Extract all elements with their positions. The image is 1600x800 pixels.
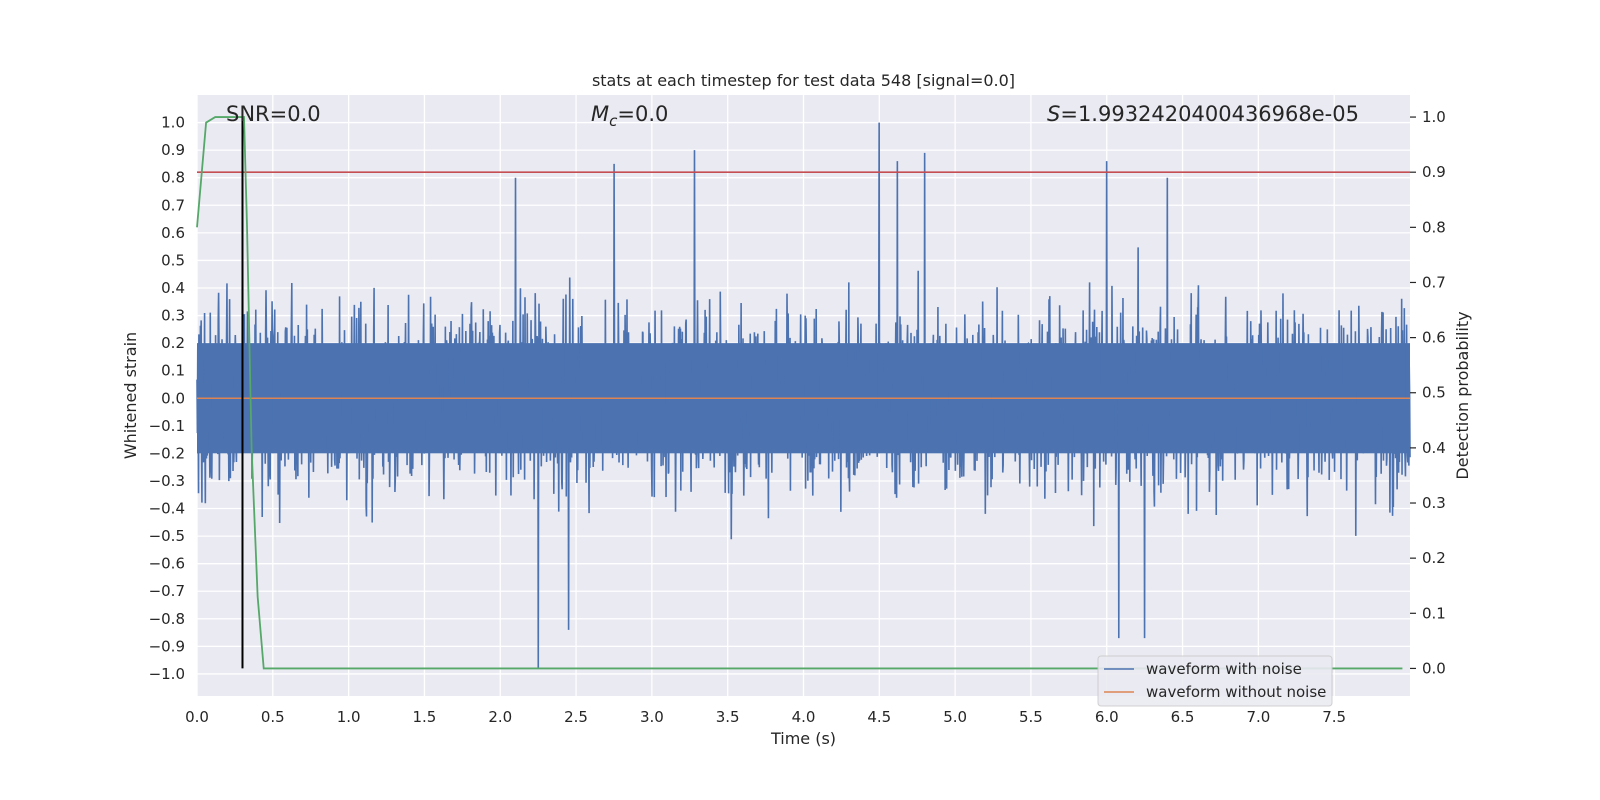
y-right-tick-label: 0.5 [1422,384,1446,402]
y-left-tick-label: 0.2 [161,334,185,352]
y-left-tick-label: −0.8 [149,610,185,628]
y-left-tick-label: −0.2 [149,444,185,462]
annotation-chirp-mass: Mc=0.0 [591,102,668,130]
x-tick-label: 0.5 [261,708,285,726]
mc-symbol: M [591,102,609,126]
annotation-s: S=1.9932420400436968e-05 [1047,102,1359,126]
y-right-tick-label: 0.3 [1422,494,1446,512]
s-symbol: S [1047,102,1060,126]
x-axis-label: Time (s) [770,729,836,748]
x-tick-label: 1.5 [413,708,437,726]
annotation-snr: SNR=0.0 [226,102,321,126]
y-left-tick-label: 0.3 [161,307,185,325]
y-right-tick-label: 0.6 [1422,329,1446,347]
x-tick-label: 5.0 [943,708,967,726]
y-right-tick-label: 1.0 [1422,108,1446,126]
y-left-tick-label: 0.0 [161,389,185,407]
y-axis-label-left: Whitened strain [121,332,140,459]
x-tick-label: 6.5 [1171,708,1195,726]
x-tick-label: 6.0 [1095,708,1119,726]
y-left-tick-label: −0.1 [149,417,185,435]
y-left-tick-label: 0.8 [161,169,185,187]
y-axis-left: 1.0 0.9 0.8 0.7 0.6 0.5 0.4 0.3 0.2 0.1 0.0 −0.1 −0.… [149,114,185,683]
chart-title: stats at each timestep for test data 548… [592,71,1015,90]
y-left-tick-label: 0.7 [161,196,185,214]
y-right-tick-label: 0.2 [1422,549,1446,567]
mc-value: =0.0 [617,102,668,126]
y-right-tick-label: 0.0 [1422,659,1446,677]
y-left-tick-label: 0.6 [161,224,185,242]
y-left-tick-label: −0.5 [149,527,185,545]
x-tick-label: 0.0 [185,708,209,726]
y-left-tick-label: 0.5 [161,251,185,269]
x-tick-label: 3.5 [716,708,740,726]
y-left-tick-label: 0.4 [161,279,185,297]
x-tick-label: 1.0 [337,708,361,726]
y-left-tick-label: −1.0 [149,665,185,683]
y-left-tick-label: 1.0 [161,114,185,132]
legend: waveform with noise waveform without noi… [1097,655,1333,707]
waveform-with-noise-line [196,122,1411,669]
detection-probability-line [196,116,1403,670]
x-tick-label: 7.5 [1322,708,1346,726]
y-right-tick-label: 0.8 [1422,218,1446,236]
y-left-tick-label: −0.4 [149,500,185,518]
y-left-tick-label: 0.1 [161,362,185,380]
legend-box [1097,655,1333,707]
y-right-tick-label: 0.9 [1422,163,1446,181]
y-left-tick-label: 0.9 [161,141,185,159]
y-left-tick-label: −0.7 [149,582,185,600]
y-axis-label-right: Detection probability [1453,311,1472,479]
y-right-tick-label: 0.1 [1422,604,1446,622]
y-left-tick-label: −0.9 [149,637,185,655]
y-left-tick-label: −0.3 [149,472,185,490]
y-left-tick-label: −0.6 [149,555,185,573]
x-tick-label: 4.5 [867,708,891,726]
x-tick-label: 4.0 [792,708,816,726]
x-axis: 0.0 0.5 1.0 1.5 2.0 2.5 3.0 3.5 4.0 4.5 5.0 5.5 6.0 6… [185,708,1346,726]
legend-label-waveform-without-noise: waveform without noise [1146,683,1326,701]
x-tick-label: 5.5 [1019,708,1043,726]
y-right-tick-label: 0.4 [1422,439,1446,457]
x-tick-label: 2.5 [564,708,588,726]
y-axis-right: 1.0 0.9 0.8 0.7 0.6 0.5 0.4 0.3 0.2 0.1 0.0 [1410,108,1446,677]
s-value: =1.9932420400436968e-05 [1060,102,1359,126]
x-tick-label: 2.0 [488,708,512,726]
mc-subscript: c [609,112,618,130]
series-lines [196,116,1410,670]
x-tick-label: 7.0 [1246,708,1270,726]
x-tick-label: 3.0 [640,708,664,726]
y-right-tick-label: 0.7 [1422,273,1446,291]
legend-label-waveform-with-noise: waveform with noise [1146,660,1302,678]
